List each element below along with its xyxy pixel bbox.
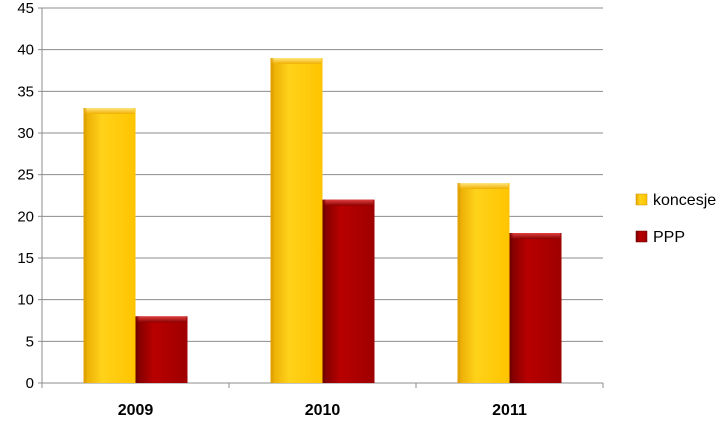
bar-edge: [322, 199, 326, 383]
bar-cap: [271, 58, 322, 64]
legend-label-koncesje: koncesje: [653, 192, 716, 209]
y-tick-label: 0: [26, 375, 34, 392]
x-category-label: 2010: [305, 402, 341, 419]
bar-ppp-2010: [322, 199, 375, 383]
bar-koncesje-2010: [270, 58, 323, 383]
legend: koncesje PPP: [635, 192, 716, 246]
y-tick-label: 15: [17, 250, 34, 267]
y-tick-label: 25: [17, 167, 34, 184]
y-tick-label: 20: [17, 208, 34, 225]
legend-swatch-ppp: [635, 230, 648, 243]
bar-edge: [83, 108, 87, 383]
bar-cap: [458, 183, 509, 189]
legend-label-ppp: PPP: [653, 229, 685, 246]
bar-cap: [136, 316, 187, 323]
y-tick-label: 40: [17, 42, 34, 59]
x-category-label: 2011: [492, 402, 527, 419]
bar-cap: [84, 108, 135, 114]
bar-ppp-2009: [135, 316, 188, 383]
y-tick-label: 10: [17, 292, 34, 309]
y-tick-label: 5: [26, 333, 34, 350]
bar-edge: [270, 58, 274, 383]
bar-edge: [509, 233, 513, 383]
bar-koncesje-2011: [457, 183, 510, 383]
legend-swatch-koncesje: [635, 193, 648, 206]
bar-ppp-2011: [509, 233, 562, 383]
bars: [83, 58, 562, 383]
bar-cap: [323, 199, 374, 206]
y-tick-label: 30: [17, 125, 34, 142]
tick-labels: 0 5 10 15 20 25 30 35 40 45 2009 2010 2011: [17, 0, 527, 419]
y-tick-label: 45: [17, 0, 34, 17]
x-category-label: 2009: [118, 402, 154, 419]
bar-koncesje-2009: [83, 108, 136, 383]
y-tick-label: 35: [17, 83, 34, 100]
bar-edge: [135, 316, 139, 383]
bar-cap: [510, 233, 561, 239]
bar-edge: [457, 183, 461, 383]
